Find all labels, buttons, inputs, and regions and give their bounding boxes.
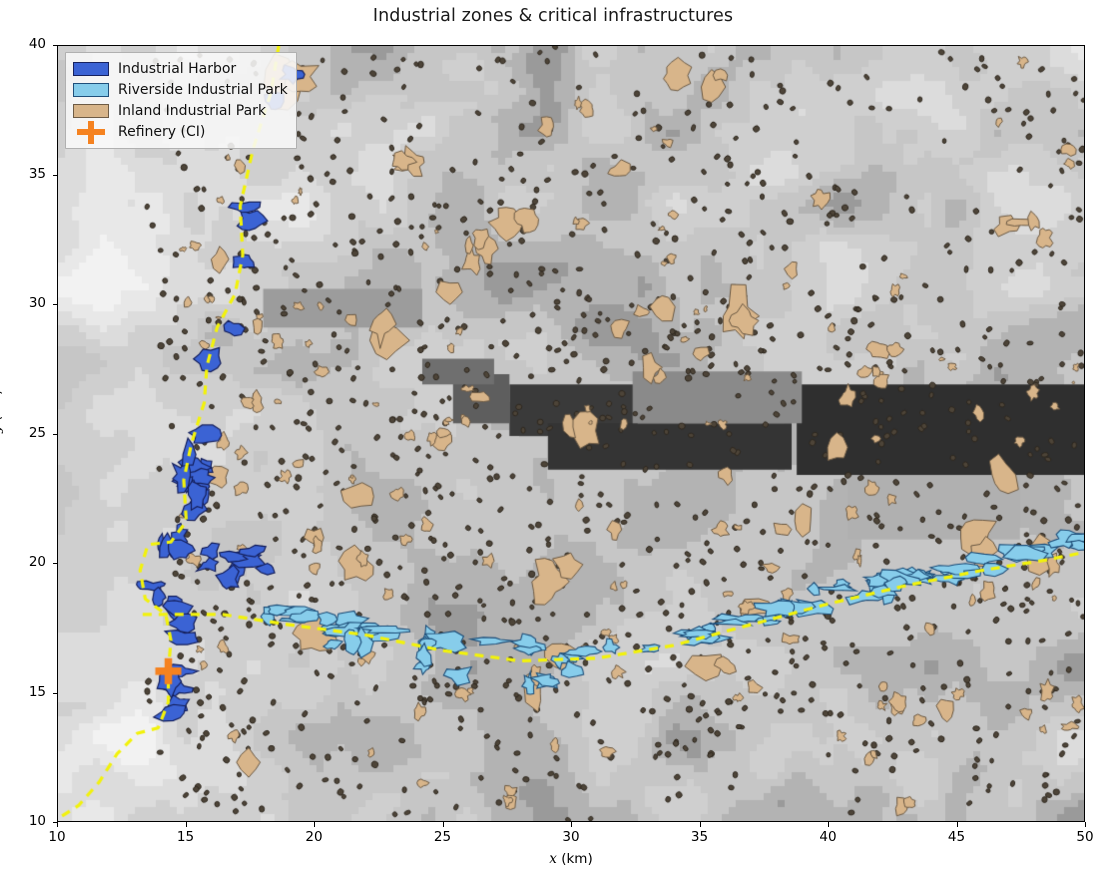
x-tick-label: 50 xyxy=(1076,829,1094,845)
legend-item-1[interactable]: Riverside Industrial Park xyxy=(73,79,288,100)
x-tick xyxy=(828,822,830,827)
y-axis-label-unit: (km) xyxy=(0,389,4,422)
legend-swatch-icon xyxy=(73,103,109,118)
y-tick xyxy=(52,433,57,435)
y-axis-label-var: y xyxy=(0,425,4,433)
y-tick xyxy=(52,822,57,824)
legend-box[interactable]: Industrial Harbor Riverside Industrial Pa… xyxy=(65,52,297,149)
x-tick-label: 15 xyxy=(176,829,195,845)
map-raster xyxy=(58,46,1084,821)
x-tick xyxy=(314,822,316,827)
legend-plus-marker-icon xyxy=(73,120,109,144)
x-tick-label: 20 xyxy=(305,829,323,845)
x-tick-label: 10 xyxy=(48,829,66,845)
legend-item-0[interactable]: Industrial Harbor xyxy=(73,58,288,79)
y-tick xyxy=(52,45,57,47)
x-tick-label: 25 xyxy=(433,829,452,845)
legend-label: Riverside Industrial Park xyxy=(118,81,288,98)
x-tick-label: 40 xyxy=(819,829,837,845)
legend-label: Refinery (CI) xyxy=(118,123,206,140)
page-title: Industrial zones & critical infrastructu… xyxy=(372,6,734,26)
x-tick-label: 45 xyxy=(947,829,966,845)
legend-item-2[interactable]: Inland Industrial Park xyxy=(73,100,288,121)
legend-label: Industrial Harbor xyxy=(118,60,237,77)
x-axis-label-unit: (km) xyxy=(561,851,593,867)
x-tick xyxy=(571,822,573,827)
x-axis-label-var: x xyxy=(549,851,557,867)
x-tick xyxy=(442,822,444,827)
x-tick xyxy=(956,822,958,827)
y-tick xyxy=(52,304,57,306)
x-axis-label: x (km) xyxy=(57,851,1085,867)
legend-label: Inland Industrial Park xyxy=(118,102,267,119)
x-tick xyxy=(57,822,59,827)
x-tick xyxy=(1085,822,1087,827)
x-tick xyxy=(185,822,187,827)
y-tick xyxy=(52,563,57,565)
x-tick-label: 35 xyxy=(690,829,709,845)
x-tick xyxy=(699,822,701,827)
legend-swatch-icon xyxy=(73,82,109,97)
x-tick-label: 30 xyxy=(562,829,580,845)
map-axes[interactable] xyxy=(57,45,1085,822)
legend-item-3[interactable]: Refinery (CI) xyxy=(73,120,288,144)
legend-swatch-icon xyxy=(73,61,109,76)
y-tick xyxy=(52,692,57,694)
y-tick xyxy=(52,174,57,176)
y-axis-label: y (km) xyxy=(0,390,4,433)
